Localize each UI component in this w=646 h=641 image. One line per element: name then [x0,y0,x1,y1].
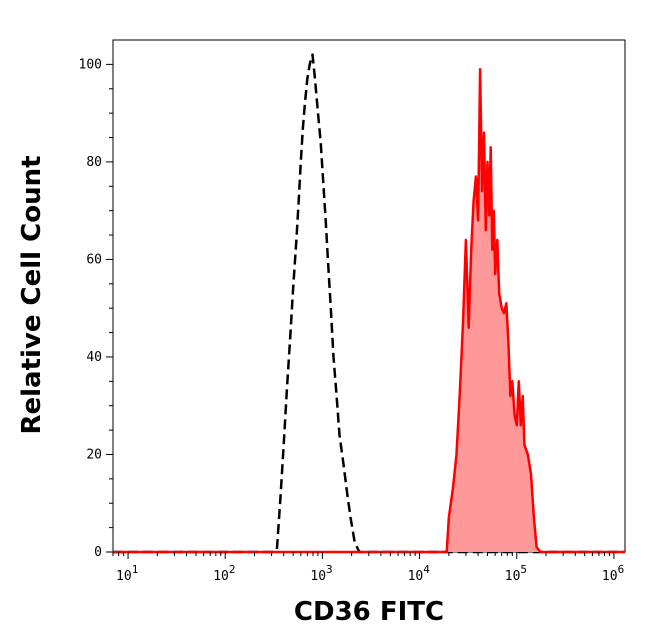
x-axis-title: CD36 FITC [294,597,444,627]
y-axis: 0 20 40 60 80 100 [79,57,113,560]
y-axis-title: Relative Cell Count [17,155,47,434]
y-tick-label: 20 [86,447,102,462]
series-0-line [113,53,625,554]
x-tick-label: 105 [505,563,527,584]
x-tick-label: 101 [116,563,138,584]
y-tick-label: 0 [94,545,102,560]
y-tick-label: 100 [79,57,102,72]
x-tick-label: 104 [408,563,431,584]
x-axis: 101 102 103 104 105 106 [112,552,624,584]
series-layer [113,53,625,554]
y-tick-label: 80 [86,155,102,170]
y-tick-label: 40 [86,350,102,365]
series-1-fill [113,69,625,553]
x-tick-label: 103 [310,563,332,584]
y-tick-label: 60 [86,252,102,267]
x-tick-label: 106 [602,563,624,584]
plot-area [112,39,626,553]
x-tick-label: 102 [213,563,235,584]
series-1-line [113,68,625,554]
